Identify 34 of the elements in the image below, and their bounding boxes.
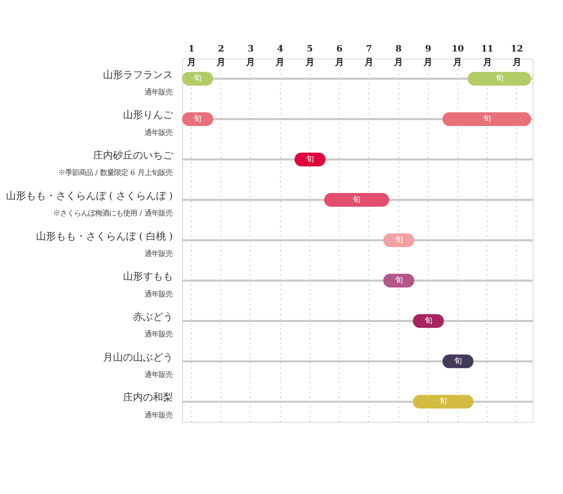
data-label: 旬 [352, 194, 361, 204]
data-label: 旬 [394, 276, 403, 285]
y-tick-label: 山形もも・さくらんぼ ( 白桃 ) [36, 230, 173, 242]
x-tick-label: 3月 [245, 44, 256, 68]
data-label: 旬 [495, 74, 504, 83]
y-tick-label: 山形りんご [122, 109, 174, 122]
bar [324, 193, 390, 207]
x-tick-label: 9月 [422, 44, 433, 68]
x-tick-label: 8月 [393, 44, 404, 68]
x-tick-label: 7月 [363, 44, 374, 68]
x-tick-label: 1月 [186, 44, 196, 68]
y-tick-label: 庄内砂丘のいちご [92, 150, 174, 162]
x-tick-label: 5月 [304, 44, 314, 68]
bar [412, 394, 474, 409]
y-tick-label: 山形ラフランス [102, 68, 173, 81]
y-tick-label: 赤ぶどう [132, 310, 173, 323]
data-label: 旬 [394, 235, 403, 244]
x-tick-label: 11月 [481, 44, 494, 68]
x-tick-label: 12月 [510, 44, 523, 68]
x-tick-label: 2月 [216, 44, 226, 68]
y-tick-label: 月山の山ぶどう [102, 351, 173, 364]
data-label: 旬 [439, 396, 448, 406]
y-tick-label: 山形もも・さくらんぼ ( さくらんぼ ) [6, 190, 173, 202]
x-tick-label: 6月 [334, 44, 344, 68]
y-tick-label: 庄内の和梨 [122, 392, 173, 404]
data-label: 旬 [424, 316, 432, 325]
data-label: 旬 [194, 74, 202, 83]
x-tick-label: 10月 [452, 44, 464, 68]
data-label: 旬 [306, 154, 314, 164]
y-tick-label: 山形すもも [122, 270, 173, 283]
data-label: 旬 [482, 114, 491, 124]
data-label: 旬 [194, 114, 202, 124]
data-label: 旬 [454, 356, 462, 366]
x-tick-label: 4月 [274, 44, 285, 68]
